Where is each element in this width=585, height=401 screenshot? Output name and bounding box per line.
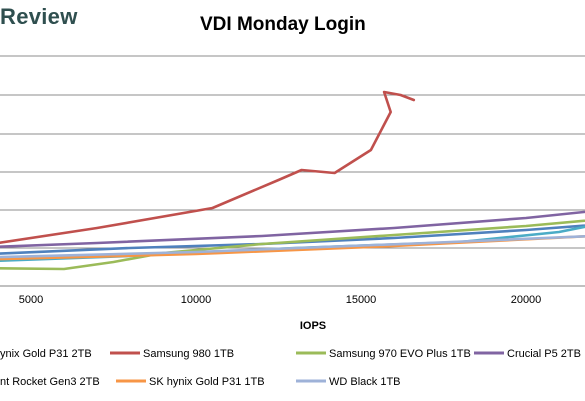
- series-line-sk-hynix-gold-p31-2tb: [0, 224, 585, 255]
- legend-label: Samsung 970 EVO Plus 1TB: [329, 348, 471, 360]
- series-lines: [0, 90, 585, 271]
- legend-item: nt Rocket Gen3 2TB: [0, 376, 100, 388]
- legend-label: Samsung 980 1TB: [143, 348, 234, 360]
- legend-label: WD Black 1TB: [329, 376, 401, 388]
- x-tick-label: 20000: [511, 294, 542, 306]
- x-tick-label: 10000: [181, 294, 212, 306]
- legend-label: Crucial P5 2TB: [507, 348, 581, 360]
- x-tick-labels: 5000100001500020000250003000035000: [19, 294, 542, 306]
- x-tick-label: 15000: [346, 294, 377, 306]
- gridlines: [0, 55, 585, 287]
- legend-item: Samsung 980 1TB: [110, 348, 234, 360]
- legend-item: Samsung 970 EVO Plus 1TB: [296, 348, 471, 360]
- legend-item: WD Black 1TB: [296, 376, 401, 388]
- series-line-wd-black-1tb: [0, 234, 585, 259]
- legend-label: nt Rocket Gen3 2TB: [0, 376, 100, 388]
- series-line-samsung-980-1tb: [0, 90, 416, 245]
- chart-title: VDI Monday Login: [200, 14, 366, 35]
- legend-label: ynix Gold P31 2TB: [0, 348, 92, 360]
- brand-logo: Review: [0, 4, 78, 29]
- x-axis-title: IOPS: [300, 320, 326, 332]
- series-line-samsung-970-evo-plus-1tb: [0, 219, 585, 271]
- legend-item: Crucial P5 2TB: [474, 348, 581, 360]
- series-line-crucial-p5-2tb: [0, 210, 585, 248]
- series-line-sk-hynix-gold-p31-1tb: [0, 235, 585, 261]
- legend: ynix Gold P31 2TB Samsung 980 1TB Samsung …: [0, 348, 581, 388]
- legend-item: SK hynix Gold P31 1TB: [116, 376, 265, 388]
- legend-label: SK hynix Gold P31 1TB: [149, 376, 265, 388]
- x-tick-label: 5000: [19, 294, 43, 306]
- legend-item: ynix Gold P31 2TB: [0, 348, 92, 360]
